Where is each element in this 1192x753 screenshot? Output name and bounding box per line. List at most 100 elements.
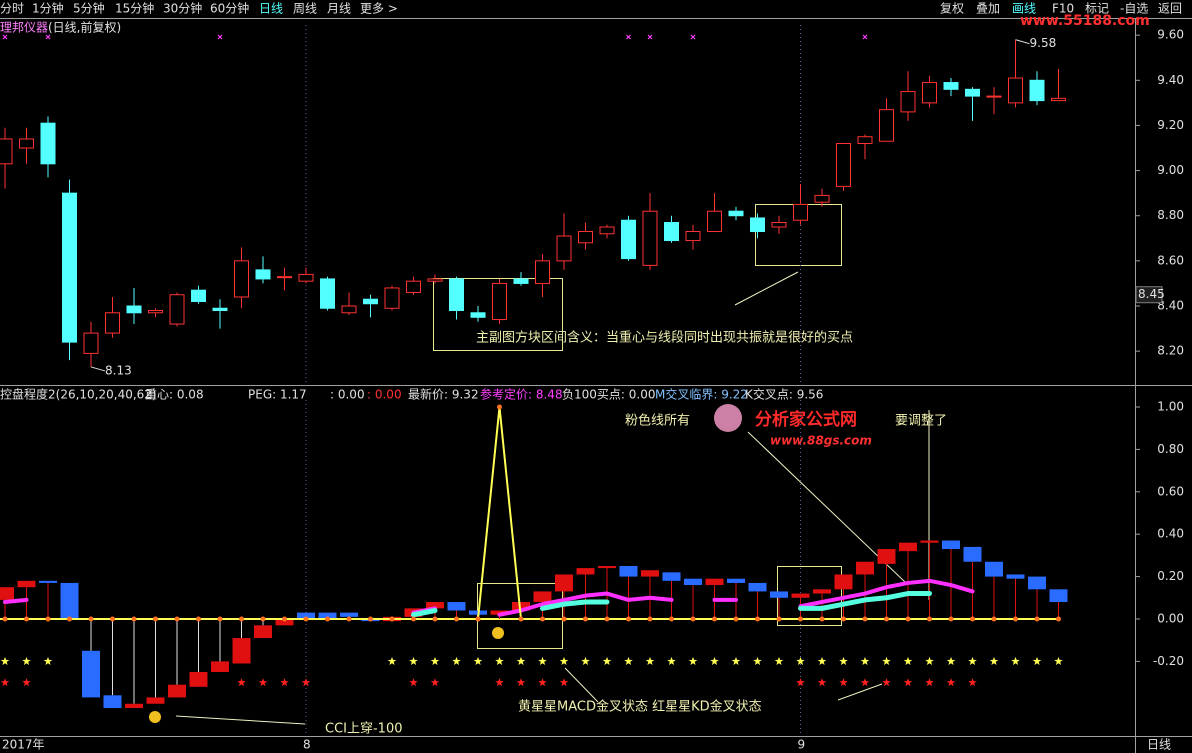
- candle-body: [0, 138, 13, 165]
- zero-dot: [196, 616, 201, 622]
- star: [817, 656, 827, 665]
- star: [452, 656, 461, 665]
- star: [925, 678, 934, 687]
- zero-dot: [432, 616, 438, 622]
- money-icons: [149, 627, 504, 723]
- star: [968, 678, 977, 687]
- block: [189, 671, 208, 687]
- candle-body: [1029, 79, 1045, 102]
- candle-body: [986, 95, 1002, 98]
- pointer: [90, 366, 106, 372]
- candle-body: [126, 305, 142, 314]
- arrow: [175, 715, 306, 725]
- candle-body: [578, 231, 593, 244]
- chart-subtitle: (日线,前复权): [48, 20, 121, 35]
- candle-body: [922, 82, 937, 104]
- zero-dot: [24, 616, 29, 622]
- candle-body: [535, 260, 550, 284]
- block: [662, 572, 681, 581]
- star: [0, 656, 10, 665]
- star: [258, 678, 268, 687]
- y-tick-label: 9.20: [1157, 118, 1184, 132]
- star: [516, 678, 526, 687]
- candle-body: [492, 282, 507, 321]
- candle-body: [83, 332, 99, 354]
- zero-dot: [905, 616, 911, 622]
- toolbar-item[interactable]: -自选: [1120, 2, 1148, 16]
- toolbar-item[interactable]: 更多 >: [360, 2, 398, 16]
- block: [17, 580, 36, 588]
- y-tick-label: -0.20: [1153, 654, 1184, 668]
- toolbar-item[interactable]: 5分钟: [73, 1, 105, 16]
- zero-dot: [540, 616, 545, 622]
- logo: 分析家公式网: [755, 409, 857, 430]
- zero-dot: [669, 616, 674, 622]
- block: [146, 697, 165, 704]
- candle-body: [40, 122, 56, 165]
- block: [791, 593, 810, 598]
- zero-dot: [884, 616, 889, 622]
- chart-title: 理邦仪器: [0, 21, 48, 35]
- toolbar-item[interactable]: 叠加: [976, 2, 1000, 16]
- zero-dot: [303, 616, 309, 622]
- star: [1032, 656, 1042, 665]
- zero-dot: [239, 616, 244, 622]
- block: [103, 695, 122, 709]
- star: [860, 656, 870, 665]
- logo-icon: [714, 404, 742, 432]
- zero-dot: [733, 616, 739, 622]
- candle-body: [169, 294, 185, 325]
- star: [796, 678, 805, 687]
- period-label: 日线: [1147, 738, 1171, 752]
- star: [280, 678, 289, 687]
- toolbar-item[interactable]: 画线: [1012, 2, 1036, 16]
- y-tick-label: 8.80: [1157, 208, 1184, 222]
- toolbar-item[interactable]: 60分钟: [210, 1, 249, 16]
- star: [968, 656, 977, 665]
- star: [903, 656, 913, 665]
- zero-dot: [88, 616, 94, 622]
- candle-body: [943, 82, 959, 90]
- toolbar-item[interactable]: 周线: [293, 2, 317, 16]
- zero-dot: [1013, 616, 1018, 622]
- marker: [45, 34, 51, 40]
- star: [538, 656, 547, 665]
- pointer: [1015, 39, 1030, 45]
- toolbar-item[interactable]: F10: [1052, 2, 1074, 16]
- toolbar-item[interactable]: 30分钟: [163, 1, 202, 16]
- zero-dot: [1034, 616, 1040, 622]
- marker: [2, 34, 8, 40]
- toolbar-item[interactable]: 返回: [1158, 2, 1182, 16]
- block: [834, 574, 853, 590]
- block: [920, 540, 939, 543]
- arrow: [564, 667, 599, 703]
- block: [447, 602, 466, 611]
- x-tick-label: 9: [798, 738, 806, 752]
- zero-dot: [626, 616, 631, 622]
- candle-body: [212, 307, 228, 312]
- candle-body: [664, 221, 679, 242]
- toolbar-item[interactable]: 标记: [1085, 2, 1109, 16]
- zero-dot: [583, 616, 588, 622]
- block: [297, 612, 315, 619]
- candle-body: [470, 312, 486, 318]
- candle-body: [814, 194, 830, 203]
- block: [598, 565, 616, 569]
- toolbar-item[interactable]: 分时: [0, 2, 24, 16]
- block: [985, 561, 1003, 577]
- candle-body: [105, 312, 120, 334]
- arrow: [837, 683, 883, 701]
- toolbar-item[interactable]: 1分钟: [32, 1, 64, 16]
- star: [731, 656, 741, 665]
- toolbar-item[interactable]: 复权: [940, 2, 964, 16]
- candle-body: [642, 210, 658, 266]
- toolbar-item[interactable]: 15分钟: [115, 1, 154, 16]
- marker: [690, 34, 696, 40]
- star: [882, 678, 891, 687]
- logo-url: www.88gs.com: [770, 434, 872, 448]
- toolbar-item[interactable]: 月线: [327, 2, 351, 16]
- watermark: www.55188.com: [1020, 13, 1150, 29]
- toolbar-item[interactable]: 日线: [259, 2, 283, 16]
- y-tick-label: 9.40: [1157, 73, 1184, 87]
- money-bag: [149, 711, 161, 723]
